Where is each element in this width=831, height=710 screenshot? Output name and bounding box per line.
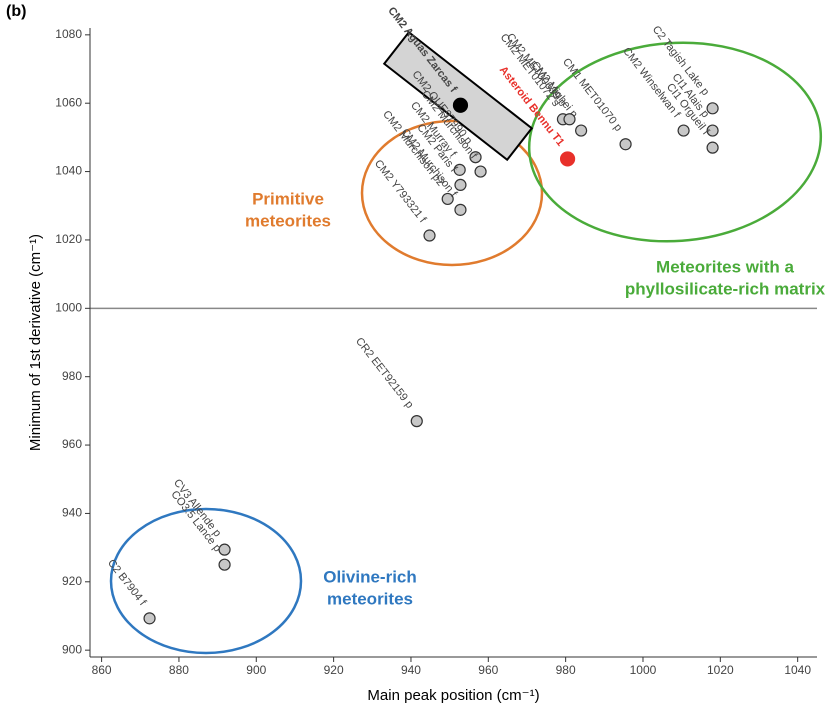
- point: [410, 415, 423, 428]
- group-annotation: meteorites: [245, 211, 331, 230]
- group-annotation: Primitive: [252, 189, 324, 208]
- point: [218, 558, 231, 571]
- point: [454, 178, 467, 192]
- y-tick-label: 940: [62, 506, 82, 520]
- point: [706, 124, 719, 137]
- group-annotation: Olivine-rich: [323, 567, 417, 586]
- y-tick-label: 900: [62, 642, 82, 656]
- point: [474, 165, 487, 178]
- highlight-box: [382, 30, 534, 162]
- y-tick-label: 1040: [55, 164, 82, 178]
- y-axis-label: Minimum of 1st derivative (cm⁻¹): [27, 234, 44, 451]
- x-tick-label: 880: [169, 663, 189, 677]
- point: [469, 151, 482, 164]
- group-annotation: meteorites: [327, 589, 413, 608]
- group-ellipse: [527, 41, 823, 243]
- x-tick-label: 1020: [707, 663, 734, 677]
- x-tick-label: 1000: [630, 663, 657, 677]
- point: [677, 124, 690, 137]
- y-tick-label: 980: [62, 369, 82, 383]
- panel-label: (b): [6, 3, 26, 20]
- point: [559, 151, 576, 167]
- plot-background: [90, 28, 817, 657]
- point: [452, 97, 469, 113]
- point: [143, 612, 156, 625]
- point: [563, 113, 576, 126]
- group-ellipse: [109, 507, 303, 655]
- group-annotation: phyllosilicate-rich matrix: [625, 279, 826, 298]
- point: [575, 124, 588, 137]
- y-tick-label: 1020: [55, 232, 82, 246]
- x-tick-label: 940: [401, 663, 421, 677]
- y-tick-label: 960: [62, 437, 82, 451]
- y-tick-label: 1080: [55, 27, 82, 41]
- y-tick-label: 1000: [55, 300, 82, 314]
- point: [706, 141, 719, 154]
- group-annotation: Meteorites with a: [656, 257, 794, 276]
- point: [619, 138, 632, 151]
- x-tick-label: 920: [324, 663, 344, 677]
- x-tick-label: 860: [92, 663, 112, 677]
- x-tick-label: 900: [246, 663, 266, 677]
- point: [454, 203, 467, 216]
- x-tick-label: 1040: [784, 663, 811, 677]
- x-axis-label: Main peak position (cm⁻¹): [367, 687, 539, 704]
- point: [218, 543, 231, 556]
- x-tick-label: 960: [478, 663, 498, 677]
- group-ellipse: [360, 119, 544, 267]
- x-tick-label: 980: [556, 663, 576, 677]
- point: [706, 102, 719, 115]
- point: [423, 229, 436, 242]
- y-tick-label: 1060: [55, 95, 82, 109]
- point: [441, 192, 454, 206]
- y-tick-label: 920: [62, 574, 82, 588]
- point: [453, 163, 466, 176]
